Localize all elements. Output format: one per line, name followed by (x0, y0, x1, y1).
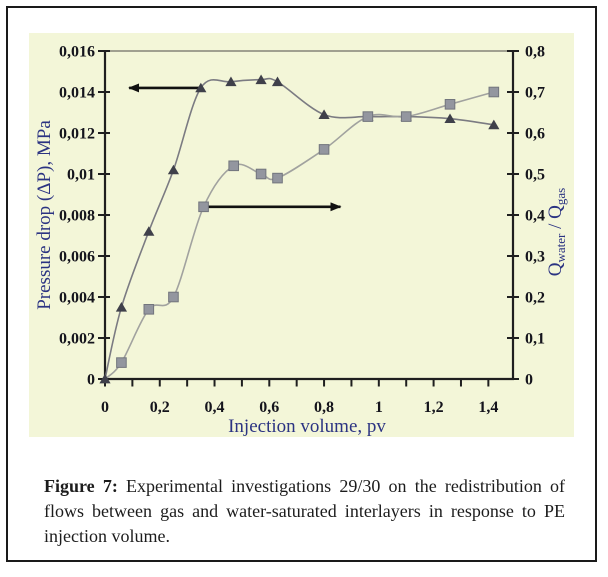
x-tick-label: 1,4 (478, 399, 498, 416)
right-tick-label: 0,8 (525, 44, 545, 61)
figure-frame: 0 0,002 0,004 0,006 0,008 0,01 0,012 0,014 0,016… (6, 6, 597, 562)
caption-line-2: flows between gas and water-saturated in… (44, 501, 565, 521)
right-tick-label: 0,3 (525, 249, 545, 266)
left-tick-label: 0,012 (59, 126, 95, 143)
triangle-marker (255, 74, 267, 85)
triangle-marker (488, 119, 500, 130)
square-marker (168, 291, 179, 303)
left-tick-label: 0,002 (59, 331, 95, 348)
x-tick-label: 0,6 (259, 399, 279, 416)
square-marker (198, 201, 209, 213)
left-tick-label: 0,014 (59, 85, 95, 102)
x-tick-label: 0,4 (205, 399, 225, 416)
x-tick-label: 0,8 (314, 399, 334, 416)
square-marker (116, 357, 127, 368)
right-axis-title: Qwater / Qgas (545, 188, 568, 276)
figure-label: Figure 7: (44, 476, 118, 496)
x-tick-label: 0,2 (150, 399, 170, 416)
triangle-marker (99, 373, 111, 384)
right-tick-label: 0,7 (525, 85, 545, 102)
triangle-marker (225, 76, 237, 87)
caption-line-1: Figure 7: Experimental investigations 29… (44, 474, 565, 499)
series-line-triangle (104, 77, 494, 380)
x-tick-label: 0 (101, 399, 109, 416)
right-tick-label: 0,5 (525, 167, 545, 184)
triangle-marker (195, 82, 207, 93)
left-tick-label: 0,01 (67, 167, 95, 184)
caption-line-3: injection volume. (44, 526, 170, 546)
square-marker (444, 99, 456, 110)
left-tick-label: 0,008 (59, 208, 95, 225)
x-axis-title: Injection volume, pv (228, 416, 386, 437)
triangle-marker (318, 109, 330, 119)
x-tick-label: 1,2 (424, 399, 444, 416)
chart-svg: 0 0,002 0,004 0,006 0,008 0,01 0,012 0,014 0,016… (34, 44, 568, 438)
figure-caption: Figure 7: Experimental investigations 29… (44, 474, 565, 549)
right-tick-label: 0,6 (525, 126, 545, 143)
left-tick-label: 0 (87, 372, 95, 389)
left-axis-title: Pressure drop (ΔP), MPa (34, 120, 55, 310)
square-marker (255, 168, 267, 180)
left-tick-label: 0,016 (59, 44, 95, 61)
square-marker (400, 111, 412, 122)
right-tick-label: 0,2 (525, 290, 545, 307)
square-marker (488, 86, 500, 98)
right-tick-label: 0,1 (525, 331, 545, 348)
triangle-marker (271, 76, 284, 87)
caption-text-1: Experimental investigations 29/30 on the… (126, 476, 566, 496)
square-marker (272, 172, 283, 184)
triangle-marker (444, 113, 456, 124)
triangle-marker (143, 226, 155, 236)
x-tick-label: 1 (375, 399, 383, 416)
series-line-square (104, 91, 495, 380)
chart-panel: 0 0,002 0,004 0,006 0,008 0,01 0,012 0,014 0,016… (29, 33, 574, 437)
left-tick-label: 0,004 (59, 290, 95, 307)
triangle-marker (115, 302, 128, 312)
square-marker (228, 160, 239, 172)
right-tick-label: 0,4 (525, 208, 545, 225)
square-marker (362, 111, 374, 122)
square-marker (143, 304, 155, 315)
triangle-marker (167, 164, 180, 175)
left-tick-label: 0,006 (59, 249, 95, 266)
right-tick-label: 0 (525, 372, 533, 389)
square-marker (318, 144, 330, 155)
